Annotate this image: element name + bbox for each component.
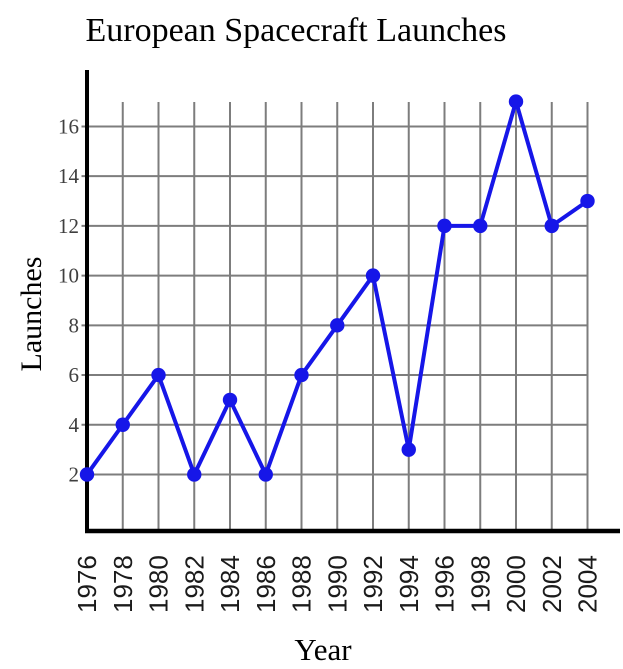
data-point-1978 <box>115 417 130 432</box>
data-point-1984 <box>222 392 238 408</box>
x-tick-label-2004: 2004 <box>573 555 603 613</box>
y-tick-label-16: 16 <box>58 114 79 138</box>
x-tick-label-1990: 1990 <box>322 555 352 613</box>
data-point-2002 <box>544 218 559 234</box>
y-tick-label-2: 2 <box>69 462 80 486</box>
data-point-1986 <box>258 467 273 482</box>
x-axis-label: Year <box>294 632 352 667</box>
data-point-1976 <box>79 467 95 482</box>
x-tick-label-1982: 1982 <box>179 555 209 613</box>
data-point-2004 <box>580 193 595 209</box>
x-tick-labels: 1976 1978 1980 1982 1984 1986 1988 1990 1992 1994… <box>72 555 603 613</box>
data-point-1990 <box>330 318 345 333</box>
data-point-1992 <box>365 268 381 283</box>
data-point-1998 <box>473 218 488 234</box>
x-tick-label-1998: 1998 <box>465 555 495 613</box>
y-tick-label-8: 8 <box>69 313 80 337</box>
x-tick-label-1980: 1980 <box>144 555 174 613</box>
chart-title: European Spacecraft Launches <box>85 12 507 49</box>
x-tick-label-2002: 2002 <box>537 555 567 613</box>
y-tick-label-12: 12 <box>58 214 79 238</box>
y-tick-labels: 2 4 6 8 10 12 14 16 <box>58 114 80 486</box>
data-point-2000 <box>508 94 524 109</box>
axes-group <box>85 70 620 534</box>
x-tick-label-1976: 1976 <box>72 555 102 613</box>
grid-group <box>81 102 589 531</box>
data-point-1996 <box>437 218 452 234</box>
y-tick-label-6: 6 <box>69 363 80 387</box>
x-tick-label-2000: 2000 <box>501 555 531 613</box>
data-points-group <box>79 94 595 482</box>
x-tick-label-1978: 1978 <box>108 555 138 613</box>
y-tick-label-14: 14 <box>58 164 80 188</box>
data-point-1982 <box>187 467 202 482</box>
x-tick-label-1984: 1984 <box>215 555 245 613</box>
y-tick-label-10: 10 <box>58 264 79 288</box>
data-point-1994 <box>401 442 416 457</box>
x-tick-label-1992: 1992 <box>358 555 388 613</box>
x-tick-label-1996: 1996 <box>430 555 460 613</box>
x-tick-label-1988: 1988 <box>287 555 317 613</box>
x-tick-label-1986: 1986 <box>251 555 281 613</box>
y-tick-label-4: 4 <box>69 413 80 437</box>
data-point-1980 <box>151 367 166 383</box>
x-tick-label-1994: 1994 <box>394 555 424 613</box>
data-point-1988 <box>294 367 309 383</box>
